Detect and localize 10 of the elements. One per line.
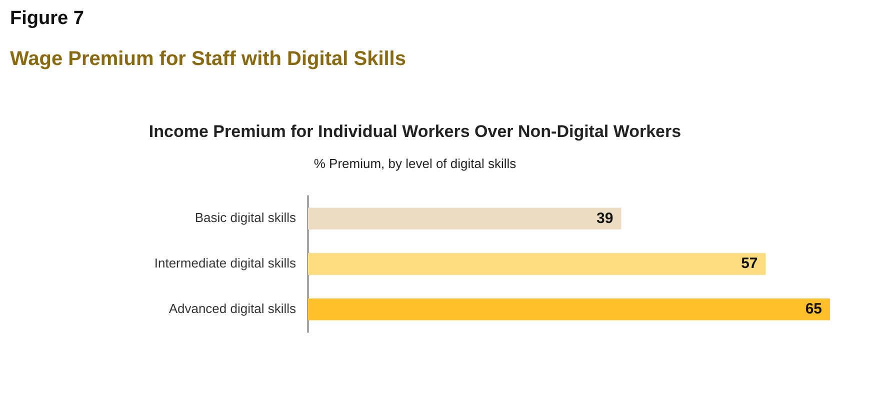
chart-title: Income Premium for Individual Workers Over Non-Digital Workers (148, 122, 682, 141)
y-tick-label: Advanced digital skills (168, 300, 296, 316)
caption: Figure 7 (10, 8, 84, 30)
y-tick-label: Basic digital skills (194, 210, 296, 226)
data-label: 57 (741, 255, 758, 272)
y-tick-label: Intermediate digital skills (154, 256, 296, 271)
chart-subtitle: % Premium, by level of digital skills (314, 156, 517, 171)
data-label: 65 (805, 300, 822, 318)
text: Wage Premium for Staff with Digital Skills (10, 48, 406, 71)
data-label: 39 (596, 210, 614, 227)
